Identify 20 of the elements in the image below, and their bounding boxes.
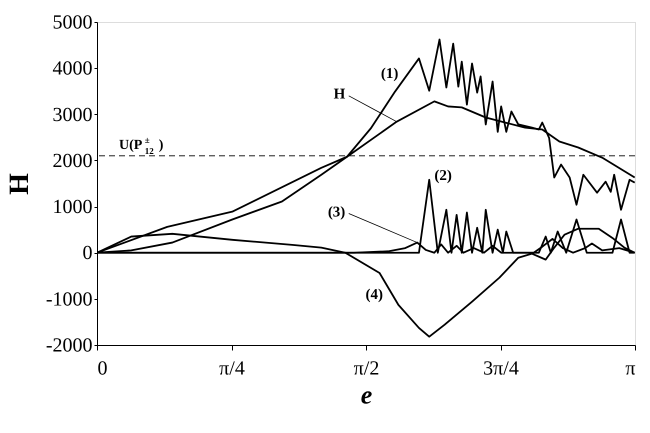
y-axis-title: H — [4, 172, 35, 195]
x-tick-label: π/4 — [219, 358, 245, 380]
text: H — [334, 86, 346, 103]
y-tick-label: 1000 — [52, 196, 92, 218]
y-tick-label: 3000 — [52, 104, 92, 126]
x-tick-label: 0 — [98, 358, 108, 380]
y-tick-label: 2000 — [52, 150, 92, 172]
x-tick-label: π — [625, 358, 636, 380]
x-axis-title: e — [360, 380, 372, 410]
y-tick-label: 4000 — [52, 58, 92, 80]
series-label: (2) — [434, 168, 452, 184]
x-tick-label: 3π/4 — [483, 358, 519, 380]
series-label: (1) — [380, 66, 398, 82]
y-tick-label: 0 — [82, 242, 92, 264]
x-tick-label: π/2 — [354, 358, 380, 380]
series-label: (4) — [365, 287, 383, 304]
y-tick-label: -1000 — [46, 288, 92, 310]
y-tick-label: 5000 — [52, 12, 92, 34]
y-tick-label: -2000 — [46, 334, 92, 356]
text: (3) — [328, 204, 346, 221]
